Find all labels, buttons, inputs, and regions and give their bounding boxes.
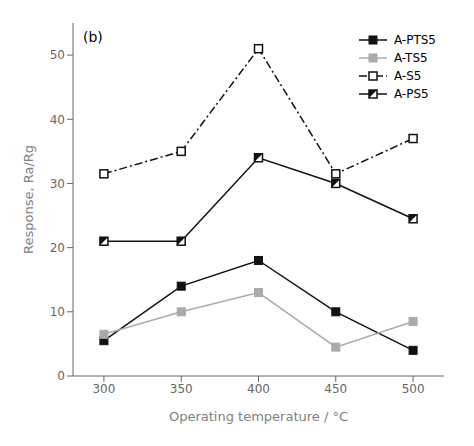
svg-text:350: 350 (170, 382, 193, 396)
html-text:(b): (b) (83, 29, 103, 45)
svg-text:450: 450 (324, 382, 347, 396)
svg-text:30: 30 (50, 177, 65, 191)
svg-text:500: 500 (402, 382, 425, 396)
svg-text:20: 20 (50, 241, 65, 255)
html-text:A-PTS5: A-PTS5 (393, 33, 436, 47)
svg-text:10: 10 (50, 305, 65, 319)
html-text:A-PS5: A-PS5 (393, 87, 429, 101)
html-text:A-TS5: A-TS5 (393, 51, 428, 65)
svg-text:400: 400 (247, 382, 270, 396)
svg-text:0: 0 (57, 369, 65, 383)
svg-text:Operating temperature / °C: Operating temperature / °C (169, 409, 348, 424)
svg-text:Response, Ra/Rg: Response, Ra/Rg (21, 145, 36, 254)
svg-text:300: 300 (92, 382, 115, 396)
svg-text:50: 50 (50, 48, 65, 62)
html-text:A-S5: A-S5 (393, 69, 422, 83)
svg-text:40: 40 (50, 113, 65, 127)
